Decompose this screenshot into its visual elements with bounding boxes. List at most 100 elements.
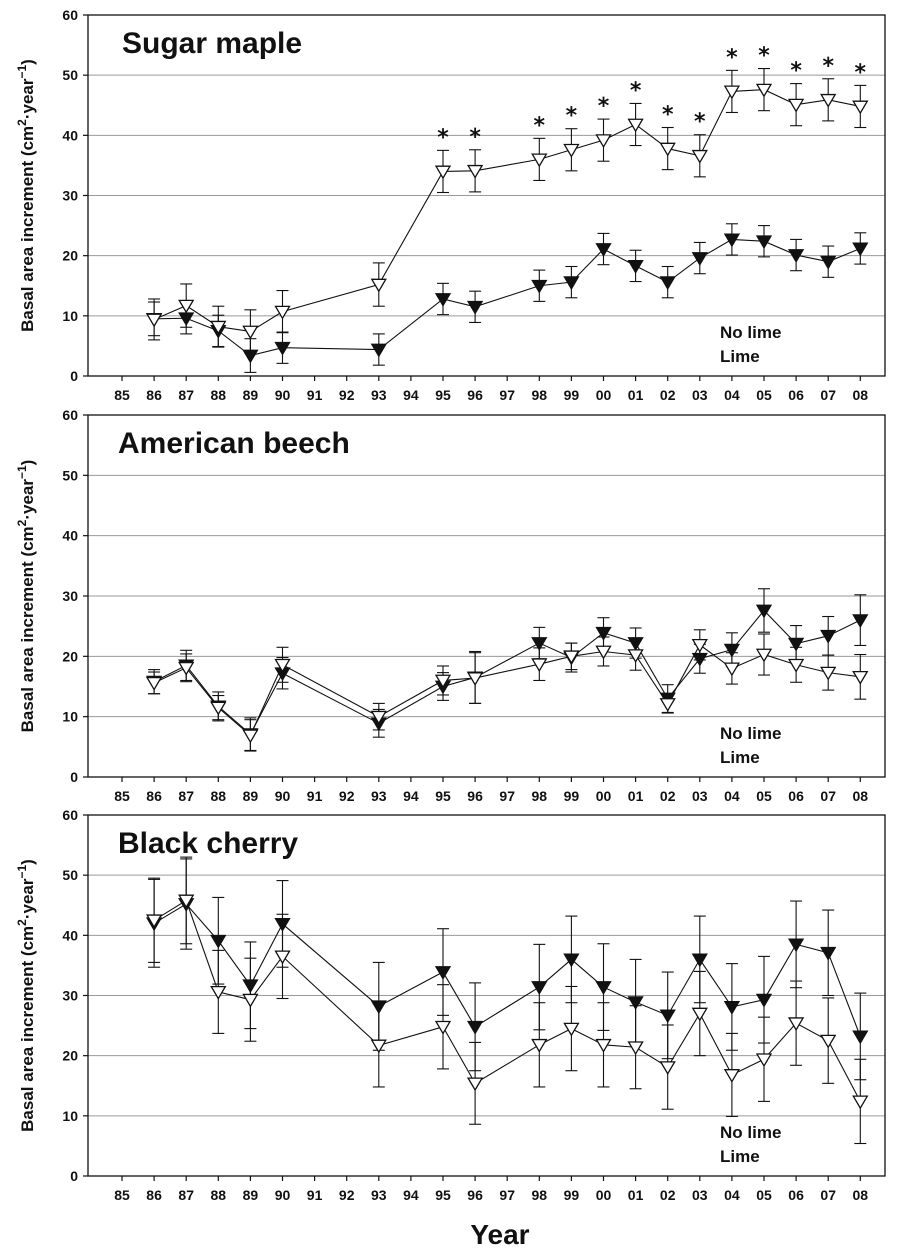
data-point-lime [370,710,387,725]
y-axis-title-part: Basal area increment (cm [18,926,37,1132]
x-tick-label: 92 [339,788,355,804]
data-point-no-lime [466,300,484,315]
data-point-lime [563,1022,580,1037]
x-tick-label: 95 [435,788,451,804]
data-point-lime [659,698,676,712]
x-tick-label: 89 [243,387,259,403]
y-tick-label: 50 [62,67,78,83]
data-point-lime [755,83,773,98]
series-line-no-lime [153,903,861,1037]
x-tick-label: 04 [724,387,740,403]
x-tick-label: 93 [371,788,387,804]
data-point-lime [755,648,773,663]
legend-lime: Lime [720,347,760,366]
data-point-no-lime [787,637,805,652]
x-tick-label: 91 [307,387,323,403]
legend-no-lime: No lime [720,724,781,743]
x-tick-label: 06 [788,1187,804,1203]
x-tick-label: 07 [820,788,836,804]
significance-star: * [630,78,642,103]
data-point-lime [755,1053,773,1068]
x-tick-label: 87 [178,1187,194,1203]
data-point-no-lime [242,979,259,994]
x-tick-label: 01 [628,1187,644,1203]
data-point-lime [274,658,291,673]
data-point-lime [210,320,227,335]
y-axis-title: Basal area increment (cm2·year−1) [15,59,37,332]
x-tick-label: 87 [178,788,194,804]
data-point-no-lime [595,243,612,257]
data-point-lime [787,98,805,113]
y-tick-label: 10 [62,709,78,725]
data-point-lime [242,993,259,1008]
y-tick-label: 10 [62,1108,78,1124]
x-tick-label: 96 [467,387,483,403]
x-tick-label: 02 [660,1187,676,1203]
significance-star: * [437,125,449,150]
y-axis-title-part: −1 [15,865,29,879]
series-line-lime [153,899,861,1102]
x-tick-label: 97 [499,1187,515,1203]
legend-no-lime: No lime [720,323,781,342]
x-tick-label: 94 [403,788,419,804]
significance-star: * [790,59,802,84]
data-point-lime [242,729,259,744]
x-tick-label: 91 [307,1187,323,1203]
y-axis-title-part: ·year [18,78,37,119]
y-axis-title-part: ) [18,460,37,466]
data-point-lime [723,1069,741,1083]
significance-star: * [758,44,770,69]
data-point-lime [210,985,227,1000]
y-tick-label: 60 [62,807,78,823]
x-tick-label: 03 [692,387,708,403]
x-tick-label: 08 [853,788,869,804]
panel-title: Sugar maple [122,27,302,60]
data-point-lime [531,153,548,168]
x-tick-label: 05 [756,387,772,403]
data-point-no-lime [723,643,741,658]
y-tick-label: 40 [62,927,78,943]
y-tick-label: 0 [70,769,78,785]
x-tick-label: 98 [532,387,548,403]
data-point-lime [178,661,195,676]
x-tick-label: 95 [435,387,451,403]
x-tick-label: 04 [724,1187,740,1203]
y-tick-label: 40 [62,528,78,544]
y-tick-label: 30 [62,188,78,204]
y-axis-title-part: ) [18,59,37,65]
x-tick-label: 98 [532,1187,548,1203]
y-tick-label: 0 [70,1168,78,1184]
significance-star: * [822,54,834,79]
data-point-no-lime [820,946,837,961]
x-tick-label: 05 [756,1187,772,1203]
data-point-no-lime [820,629,837,644]
data-point-lime [274,950,291,965]
data-point-no-lime [274,918,291,932]
x-tick-label: 88 [211,788,227,804]
x-tick-label: 93 [371,387,387,403]
x-tick-label: 92 [339,1187,355,1203]
y-axis-title: Basal area increment (cm2·year−1) [15,859,37,1132]
legend-lime: Lime [720,1147,760,1166]
x-tick-label: 99 [564,1187,580,1203]
data-point-lime [370,278,387,293]
data-point-lime [370,1039,387,1054]
x-tick-label: 86 [146,1187,162,1203]
y-tick-label: 50 [62,467,78,483]
series-line-lime [153,89,861,333]
x-tick-label: 02 [660,788,676,804]
x-tick-label: 86 [146,788,162,804]
x-tick-label: 03 [692,788,708,804]
x-tick-label: 90 [275,387,291,403]
panel-title: American beech [118,427,350,460]
y-tick-label: 20 [62,1048,78,1064]
y-axis-title-part: 2 [15,119,29,126]
data-point-lime [627,118,644,133]
data-point-no-lime [755,235,773,250]
data-point-no-lime [531,279,548,294]
data-point-lime [434,1020,452,1035]
data-point-lime [627,1041,644,1056]
